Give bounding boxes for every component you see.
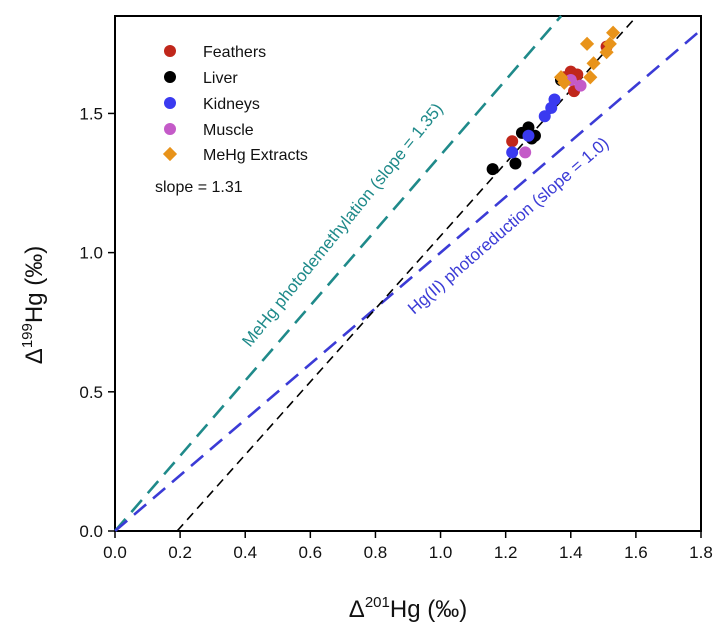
line-regression-fit — [176, 15, 638, 532]
legend-marker-feathers — [164, 45, 176, 57]
point-mehg-extracts — [606, 25, 621, 40]
y-tick-label: 1.5 — [79, 104, 103, 123]
x-axis-title-sup: 201 — [365, 594, 390, 611]
point-kidneys — [522, 129, 535, 142]
point-muscle — [574, 79, 587, 92]
y-axis-title-prefix: Δ — [21, 348, 48, 364]
series-muscle — [519, 74, 587, 159]
x-tick-label: 1.8 — [689, 543, 713, 562]
x-tick-label: 0.8 — [364, 543, 388, 562]
x-tick-label: 0.0 — [103, 543, 127, 562]
point-mehg-extracts — [557, 75, 572, 90]
axis-ticks: 0.0 0.2 0.4 0.6 0.8 1.0 1.2 1.4 1.6 1.8 0.0 0.5 1.0 1… — [79, 104, 712, 562]
x-axis-title: Δ201Hg (‰) — [349, 594, 467, 623]
data-points — [486, 25, 621, 176]
legend-marker-liver — [164, 71, 176, 83]
point-kidneys — [506, 146, 519, 159]
plot-frame — [114, 15, 702, 532]
series-kidneys — [506, 93, 561, 159]
point-mehg-extracts — [586, 56, 601, 71]
legend-marker-mehg-extracts — [162, 146, 178, 162]
x-tick-label: 1.2 — [494, 543, 518, 562]
point-liver — [486, 163, 499, 176]
point-mehg-extracts — [602, 36, 617, 51]
legend-marker-muscle — [164, 123, 176, 135]
point-feathers — [506, 135, 519, 148]
reference-lines — [114, 15, 702, 532]
line-hg-photoreduction — [114, 28, 702, 532]
x-tick-label: 0.4 — [233, 543, 257, 562]
point-liver — [509, 157, 522, 170]
legend-marker-kidneys — [164, 97, 176, 109]
regression-slope-label: slope = 1.31 — [155, 179, 243, 196]
y-axis-title: Δ199Hg (‰) — [19, 246, 48, 364]
point-mehg-extracts — [579, 36, 595, 51]
legend-label-muscle: Muscle — [203, 122, 254, 139]
x-axis-title-prefix: Δ — [349, 596, 365, 623]
x-tick-label: 0.2 — [168, 543, 192, 562]
point-mehg-extracts — [583, 70, 598, 85]
legend-label-liver: Liver — [203, 70, 238, 87]
x-tick-label: 0.6 — [299, 543, 323, 562]
y-tick-label: 1.0 — [79, 244, 103, 263]
legend: Feathers Liver Kidneys Muscle MeHg Extra… — [162, 44, 308, 164]
y-axis-title-sup: 199 — [19, 323, 36, 348]
legend-label-kidneys: Kidneys — [203, 96, 260, 113]
y-axis-title-main: Hg (‰) — [21, 246, 48, 323]
point-muscle — [519, 146, 532, 159]
series-mehg-extracts — [553, 25, 621, 90]
y-tick-label: 0.0 — [79, 522, 103, 541]
point-kidneys — [548, 93, 561, 106]
x-tick-label: 1.6 — [624, 543, 648, 562]
x-axis-title-main: Hg (‰) — [390, 596, 467, 623]
line-meHg-photodemethylation — [114, 15, 563, 532]
point-liver — [522, 121, 535, 134]
y-tick-label: 0.5 — [79, 383, 103, 402]
legend-label-mehg-extracts: MeHg Extracts — [203, 147, 308, 164]
legend-label-feathers: Feathers — [203, 44, 266, 61]
x-tick-label: 1.4 — [559, 543, 583, 562]
x-tick-label: 1.0 — [429, 543, 453, 562]
point-kidneys — [538, 110, 551, 123]
